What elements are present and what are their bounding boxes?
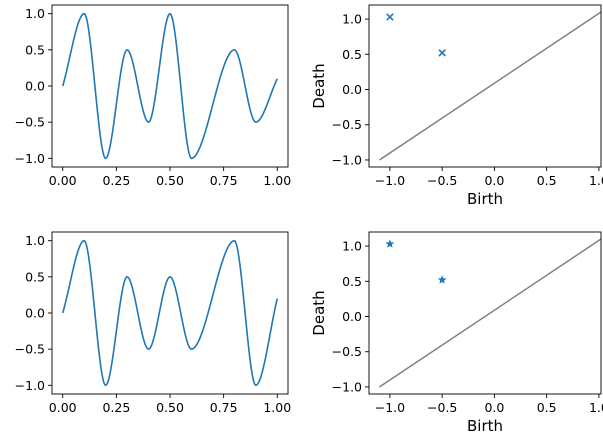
x-tick-label: 0.75 xyxy=(210,173,238,188)
y-tick-label: −0.5 xyxy=(15,115,45,130)
y-axis-label: Death xyxy=(310,63,328,108)
y-tick-label: −0.5 xyxy=(332,344,362,359)
x-tick-label: 0.75 xyxy=(210,400,238,415)
top-left-line-chart: 0.00 0.25 0.50 0.75 1.00 1.0 0.5 0.0 −0.5 −1.0 xyxy=(15,4,291,188)
y-tick-label: −1.0 xyxy=(332,152,362,167)
x-tick-label: −0.5 xyxy=(427,173,457,188)
axes-frame xyxy=(51,4,289,168)
x-tick-label: 0.00 xyxy=(49,400,77,415)
axes-frame xyxy=(51,231,289,395)
y-tick-label: 1.0 xyxy=(25,233,45,248)
y-tick-label: 1.0 xyxy=(25,6,45,21)
scatter-point-1 xyxy=(437,275,447,284)
bottom-left-line-chart: 0.00 0.25 0.50 0.75 1.00 1.0 0.5 0.0 −0.5 −1.0 xyxy=(15,231,291,415)
x-tick-label: 1.00 xyxy=(263,173,291,188)
x-tick-label: 1.0 xyxy=(589,400,603,415)
series-line-0 xyxy=(61,239,279,387)
y-tick-label: −0.5 xyxy=(15,342,45,357)
x-axis-label: Birth xyxy=(467,190,503,208)
x-tick-label: 0.0 xyxy=(484,173,504,188)
axes-frame xyxy=(368,231,602,395)
series-line-0 xyxy=(61,12,278,160)
x-tick-label: 0.25 xyxy=(102,400,130,415)
y-axis-label: Death xyxy=(310,290,328,335)
x-tick-label: 0.00 xyxy=(49,173,77,188)
y-tick-label: −0.5 xyxy=(332,117,362,132)
x-tick-label: 0.0 xyxy=(484,400,504,415)
y-tick-label: 0.0 xyxy=(342,309,362,324)
x-tick-label: 0.5 xyxy=(537,173,557,188)
y-tick-label: 0.0 xyxy=(25,306,45,321)
scatter-point-1 xyxy=(438,49,446,57)
y-tick-label: 0.5 xyxy=(25,269,45,284)
diagonal-line xyxy=(379,238,602,388)
x-tick-label: −1.0 xyxy=(375,173,405,188)
y-tick-label: −1.0 xyxy=(332,379,362,394)
y-tick-label: 0.5 xyxy=(25,42,45,57)
top-right-persistence-diagram: −1.0 −0.5 0.0 0.5 1.0 1.0 0.5 0.0 −0.5 −1.0 Birth D… xyxy=(310,4,603,208)
y-tick-label: 0.5 xyxy=(342,47,362,62)
x-tick-label: 1.0 xyxy=(589,173,603,188)
x-axis-label: Birth xyxy=(467,417,503,435)
y-tick-label: 0.0 xyxy=(342,82,362,97)
y-tick-label: 0.5 xyxy=(342,274,362,289)
scatter-point-0 xyxy=(386,13,394,21)
y-tick-label: −1.0 xyxy=(15,378,45,393)
x-tick-label: 0.5 xyxy=(537,400,557,415)
x-tick-label: −0.5 xyxy=(427,400,457,415)
y-tick-label: 1.0 xyxy=(342,12,362,27)
x-tick-label: 0.50 xyxy=(156,173,184,188)
axes-frame xyxy=(368,4,602,168)
scatter-point-0 xyxy=(385,239,395,248)
y-tick-label: −1.0 xyxy=(15,151,45,166)
diagonal-line xyxy=(379,11,602,161)
bottom-right-persistence-diagram: −1.0 −0.5 0.0 0.5 1.0 1.0 0.5 0.0 −0.5 −1.0 Birth D… xyxy=(310,231,603,435)
x-tick-label: 1.00 xyxy=(263,400,291,415)
y-tick-label: 0.0 xyxy=(25,79,45,94)
x-tick-label: −1.0 xyxy=(375,400,405,415)
y-tick-label: 1.0 xyxy=(342,239,362,254)
x-tick-label: 0.25 xyxy=(102,173,130,188)
x-tick-label: 0.50 xyxy=(156,400,184,415)
